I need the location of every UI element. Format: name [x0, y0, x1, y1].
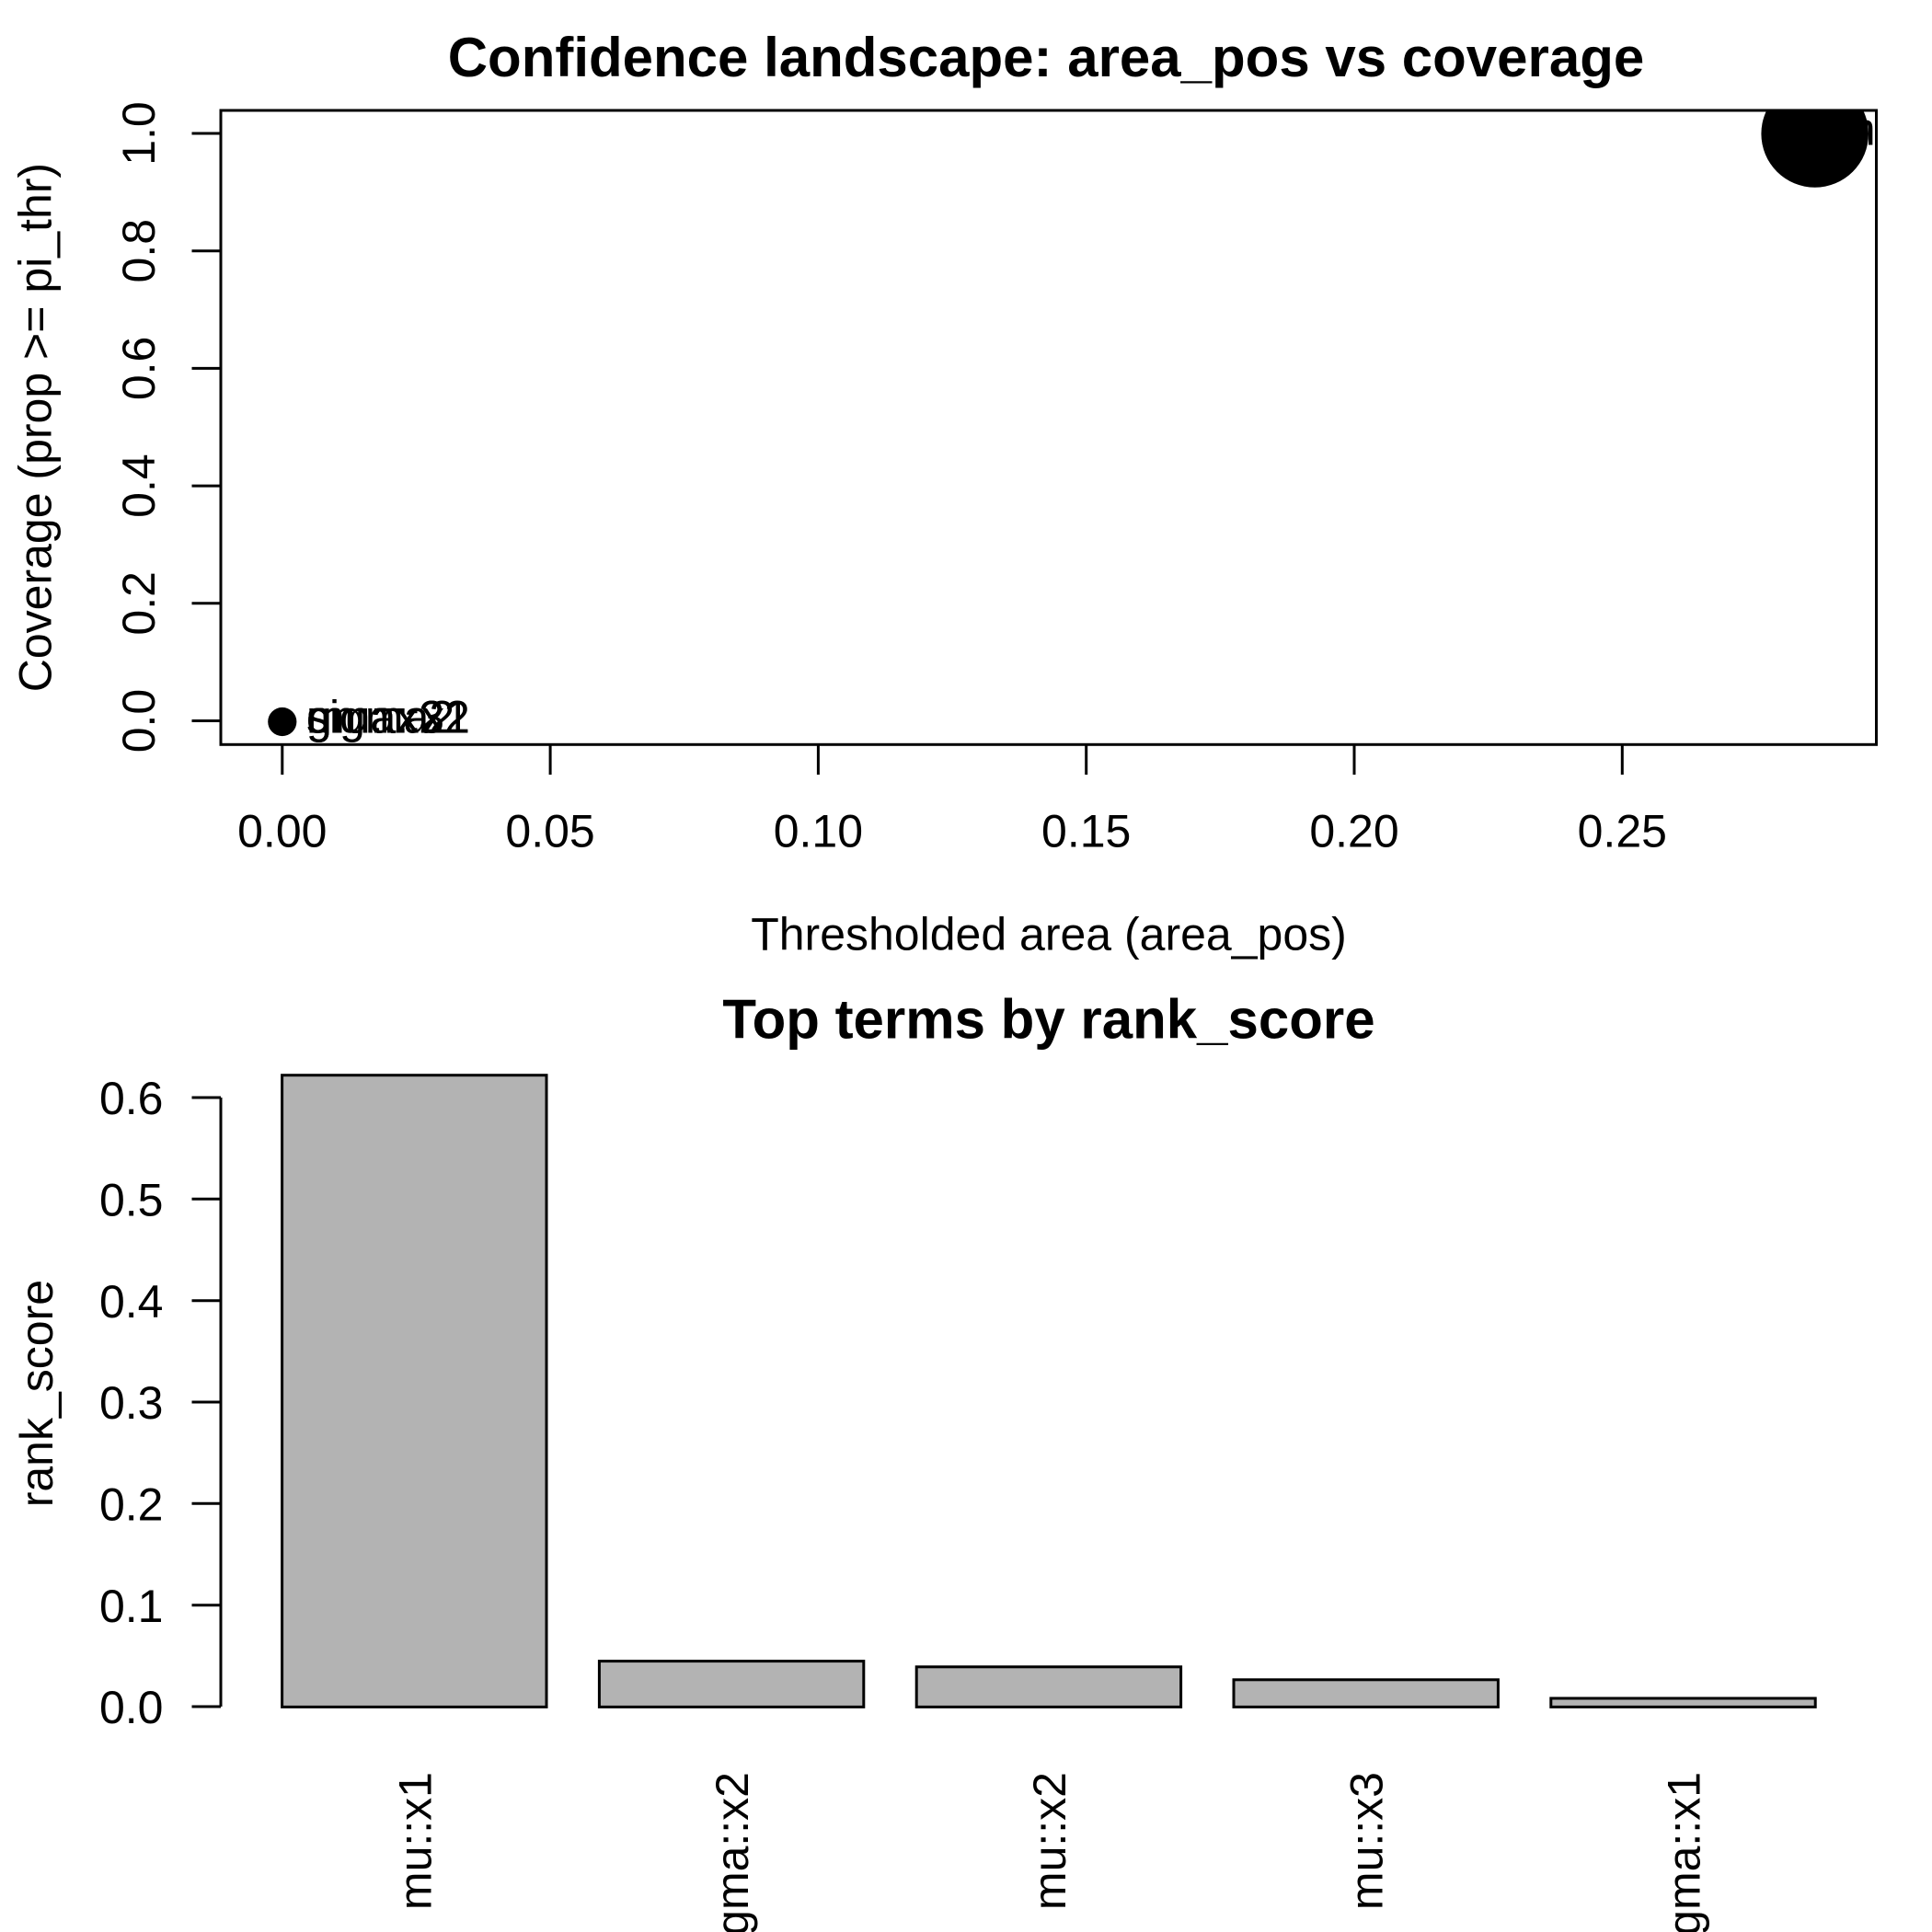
svg-text:0.4: 0.4 [113, 454, 165, 518]
svg-text:gma::x1: gma::x1 [306, 692, 470, 743]
svg-text:0.00: 0.00 [237, 806, 327, 857]
svg-text:0.0: 0.0 [99, 1682, 164, 1733]
svg-text:0.8: 0.8 [113, 219, 165, 283]
svg-text:0.5: 0.5 [99, 1174, 164, 1225]
svg-text:rank_score: rank_score [11, 1280, 63, 1507]
svg-text:mu::x3: mu::x3 [306, 692, 444, 743]
svg-text:mu::x1: mu::x1 [389, 1772, 441, 1910]
svg-text:0.6: 0.6 [113, 337, 165, 401]
svg-text:Thresholded area (area_pos): Thresholded area (area_pos) [751, 909, 1347, 960]
svg-text:Confidence landscape: area_pos: Confidence landscape: area_pos vs covera… [448, 27, 1645, 88]
svg-text:0.05: 0.05 [505, 806, 594, 857]
svg-text:1.0: 1.0 [113, 101, 165, 166]
svg-text:0.20: 0.20 [1309, 806, 1398, 857]
svg-text:Top terms by rank_score: Top terms by rank_score [722, 989, 1374, 1051]
svg-text:0.0: 0.0 [113, 689, 165, 753]
svg-text:0.15: 0.15 [1041, 806, 1131, 857]
svg-text:mu::x2: mu::x2 [306, 692, 444, 743]
svg-text:mu::x1: mu::x1 [1837, 103, 1932, 155]
svg-text:0.10: 0.10 [774, 806, 863, 857]
svg-text:Coverage (prop >= pi_thr): Coverage (prop >= pi_thr) [10, 163, 62, 692]
svg-text:0.25: 0.25 [1578, 806, 1667, 857]
svg-text:0.2: 0.2 [113, 571, 165, 636]
svg-text:0.2: 0.2 [99, 1478, 164, 1530]
svg-text:sigma2: sigma2 [306, 692, 454, 743]
svg-text:0.1: 0.1 [99, 1581, 164, 1632]
svg-text:mu::x3: mu::x3 [1341, 1772, 1393, 1910]
svg-text:0.6: 0.6 [99, 1073, 164, 1124]
svg-text:0.3: 0.3 [99, 1377, 164, 1429]
svg-text:mu::x2: mu::x2 [1024, 1772, 1075, 1910]
svg-text:gma::x2: gma::x2 [707, 1772, 758, 1932]
svg-text:0.4: 0.4 [99, 1276, 164, 1328]
svg-text:gma::x1: gma::x1 [1659, 1772, 1710, 1932]
svg-text:gma::x2: gma::x2 [306, 692, 470, 743]
